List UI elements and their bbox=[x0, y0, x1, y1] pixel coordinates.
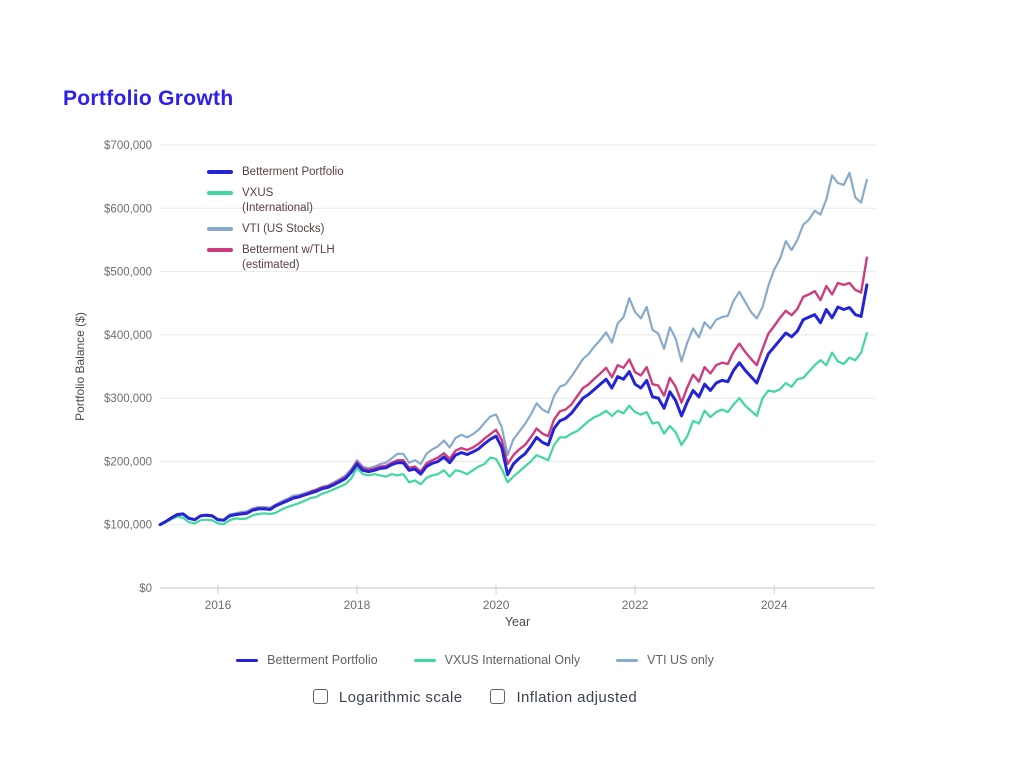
legend-item: Betterment w/TLH (estimated) bbox=[207, 243, 346, 273]
inflation-adjusted-control[interactable]: Inflation adjusted bbox=[490, 689, 637, 706]
logarithmic-scale-checkbox[interactable] bbox=[312, 689, 328, 704]
series-line-vxus bbox=[158, 331, 869, 526]
legend-swatch bbox=[207, 170, 233, 174]
legend-label: Betterment w/TLH (estimated) bbox=[242, 244, 335, 271]
chart-legend-bottom: Betterment Portfolio VXUS International O… bbox=[0, 653, 950, 667]
legend-label: Betterment Portfolio bbox=[267, 653, 378, 667]
series-line-betterment bbox=[158, 283, 869, 527]
legend-label: VTI US only bbox=[647, 653, 714, 667]
logarithmic-scale-control[interactable]: Logarithmic scale bbox=[312, 689, 463, 706]
legend-label: Betterment Portfolio bbox=[242, 166, 344, 178]
legend-swatch bbox=[616, 658, 639, 662]
legend-swatch bbox=[207, 191, 233, 195]
legend-item: VXUS (International) bbox=[207, 186, 346, 216]
legend-swatch bbox=[207, 248, 233, 252]
x-tick-label: 2018 bbox=[344, 598, 371, 612]
x-tick-label: 2016 bbox=[205, 598, 232, 612]
y-tick-label: $300,000 bbox=[104, 393, 152, 405]
legend-item: VTI (US Stocks) bbox=[207, 222, 346, 237]
legend-item[interactable]: Betterment Portfolio bbox=[236, 653, 378, 667]
legend-label: VXUS International Only bbox=[444, 653, 581, 667]
legend-label: VXUS (International) bbox=[242, 187, 313, 214]
y-tick-label: $600,000 bbox=[104, 203, 152, 215]
x-tick-label: 2022 bbox=[622, 598, 649, 612]
y-tick-label: $500,000 bbox=[104, 267, 152, 279]
x-tick-label: 2024 bbox=[761, 598, 788, 612]
legend-swatch bbox=[236, 658, 259, 662]
chart-controls: Logarithmic scale Inflation adjusted bbox=[0, 689, 950, 706]
legend-item[interactable]: VXUS International Only bbox=[413, 653, 581, 667]
inflation-adjusted-label: Inflation adjusted bbox=[516, 689, 638, 706]
legend-label: VTI (US Stocks) bbox=[242, 223, 325, 235]
y-tick-label: $0 bbox=[139, 583, 152, 595]
legend-swatch bbox=[207, 227, 233, 231]
page-title: Portfolio Growth bbox=[63, 87, 234, 110]
y-tick-label: $200,000 bbox=[104, 456, 152, 468]
legend-item: Betterment Portfolio bbox=[207, 165, 346, 180]
logarithmic-scale-label: Logarithmic scale bbox=[338, 689, 463, 706]
x-axis-title: Year bbox=[505, 615, 530, 629]
chart-legend-top: Betterment Portfolio VXUS (International)… bbox=[207, 165, 346, 273]
y-tick-label: $400,000 bbox=[104, 330, 152, 342]
x-tick-label: 2020 bbox=[483, 598, 510, 612]
inflation-adjusted-checkbox[interactable] bbox=[490, 689, 506, 704]
series-line-tlh bbox=[158, 256, 869, 526]
y-tick-label: $700,000 bbox=[104, 140, 152, 152]
y-axis-title: Portfolio Balance ($) bbox=[73, 312, 87, 421]
y-tick-label: $100,000 bbox=[104, 520, 152, 532]
legend-swatch bbox=[413, 658, 436, 662]
legend-item[interactable]: VTI US only bbox=[616, 653, 714, 667]
